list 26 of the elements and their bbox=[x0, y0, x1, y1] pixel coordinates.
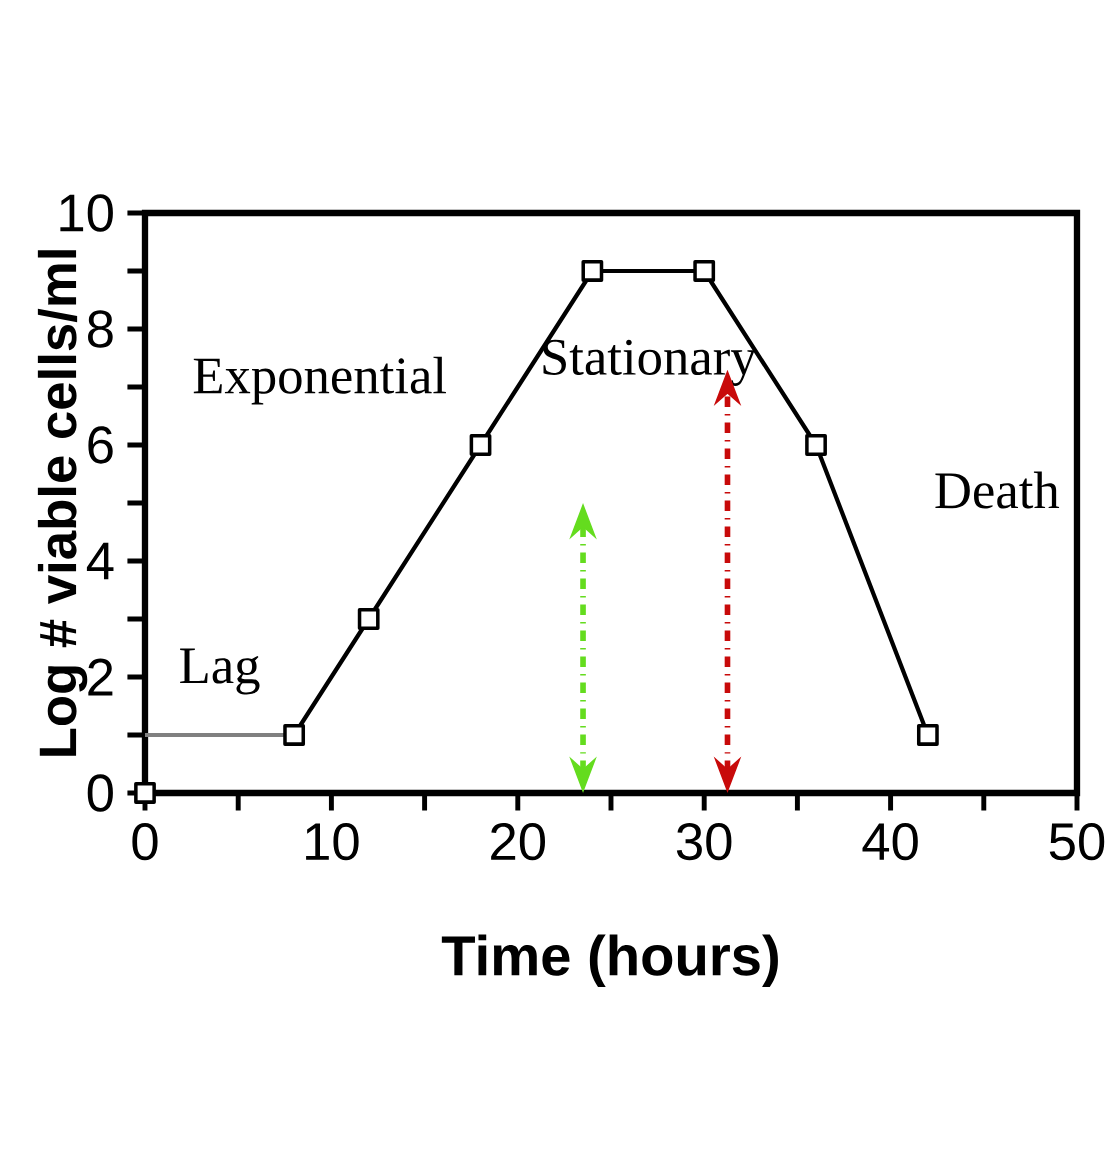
x-tick-label: 0 bbox=[132, 822, 158, 861]
annotation: Exponential bbox=[193, 356, 446, 405]
y-tick-label: 0 bbox=[87, 774, 113, 812]
x-tick-label: 20 bbox=[491, 822, 546, 861]
point bbox=[357, 608, 380, 630]
annotation: Death bbox=[935, 471, 1060, 509]
y-axis-title: Log # viable cells/ml bbox=[37, 250, 88, 756]
x-tick-label: 10 bbox=[306, 822, 359, 861]
y-tick-label: 6 bbox=[88, 426, 113, 464]
annotation: Lag bbox=[180, 648, 260, 695]
point bbox=[805, 434, 827, 456]
x-tick-label: 50 bbox=[1049, 822, 1105, 861]
annotation: Stationary bbox=[543, 339, 757, 386]
x-axis-title: Time (hours) bbox=[441, 934, 778, 987]
y-tick-label: 8 bbox=[88, 310, 113, 348]
x-tick-label: 30 bbox=[676, 822, 732, 861]
x-tick-label: 40 bbox=[862, 822, 918, 861]
y-tick-label: 2 bbox=[88, 658, 113, 696]
point bbox=[283, 724, 306, 746]
point bbox=[916, 724, 939, 746]
point bbox=[134, 782, 156, 804]
point bbox=[693, 260, 716, 282]
y-tick-label: 10 bbox=[60, 194, 113, 232]
point bbox=[581, 260, 604, 282]
y-tick-label: 4 bbox=[86, 542, 114, 580]
point bbox=[469, 434, 492, 456]
